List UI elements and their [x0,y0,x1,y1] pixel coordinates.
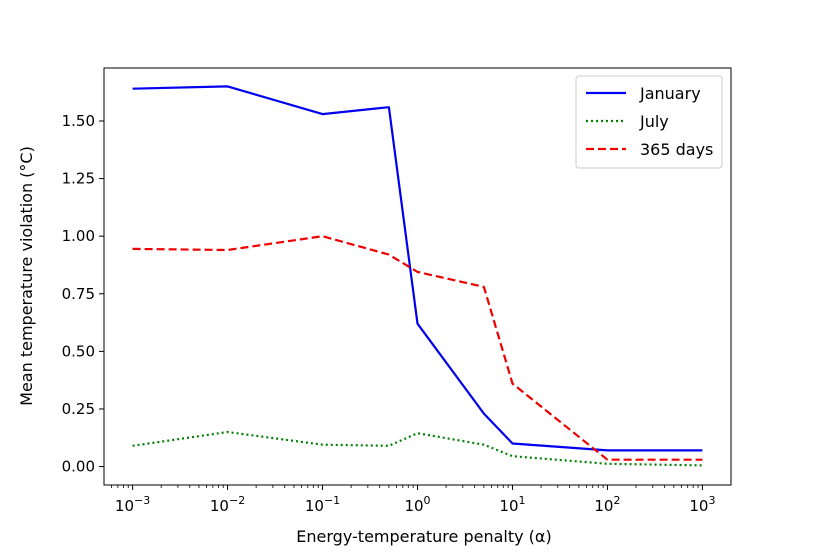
legend-label: January [639,84,701,103]
x-tick-label: 102 [594,494,620,515]
y-axis-label: Mean temperature violation (°C) [17,146,36,406]
x-axis-label: Energy-temperature penalty (α) [296,527,551,546]
x-tick-label: 10−3 [115,494,150,515]
x-tick-exponent: 1 [519,494,526,507]
legend: January July 365 days [575,75,723,169]
x-tick-base: 10 [210,497,229,515]
series-line-3 [132,235,703,461]
x-tick-exponent: 0 [424,494,431,507]
legend-box [575,75,723,169]
x-tick-base: 10 [404,497,423,515]
x-tick-exponent: −1 [324,494,340,507]
y-tick-label: 0.75 [62,285,95,303]
series-line-2 [132,430,703,467]
y-tick-label: 0.00 [62,458,95,476]
x-tick-base: 10 [689,497,708,515]
legend-label: July [639,112,669,131]
x-tick-base: 10 [594,497,613,515]
x-tick-label: 103 [689,494,715,515]
legend-label: 365 days [640,140,713,159]
y-tick-label: 1.00 [62,227,95,245]
x-tick-label: 101 [499,494,525,515]
x-tick-base: 10 [499,497,518,515]
series-layer [132,85,703,467]
x-tick-exponent: 3 [708,494,715,507]
x-tick-label: 10−2 [210,494,245,515]
series-line-1 [132,85,703,452]
plot-frame [103,67,732,486]
x-tick-exponent: −2 [229,494,245,507]
y-tick-label: 0.50 [62,342,95,360]
y-tick-label: 1.50 [62,112,95,130]
y-tick-label: 1.25 [62,170,95,188]
x-tick-exponent: 2 [613,494,620,507]
x-tick-label: 100 [404,494,430,515]
y-tick-label: 0.25 [62,400,95,418]
x-tick-label: 10−1 [305,494,340,515]
x-tick-base: 10 [305,497,324,515]
x-tick-base: 10 [115,497,134,515]
x-tick-exponent: −3 [134,494,150,507]
